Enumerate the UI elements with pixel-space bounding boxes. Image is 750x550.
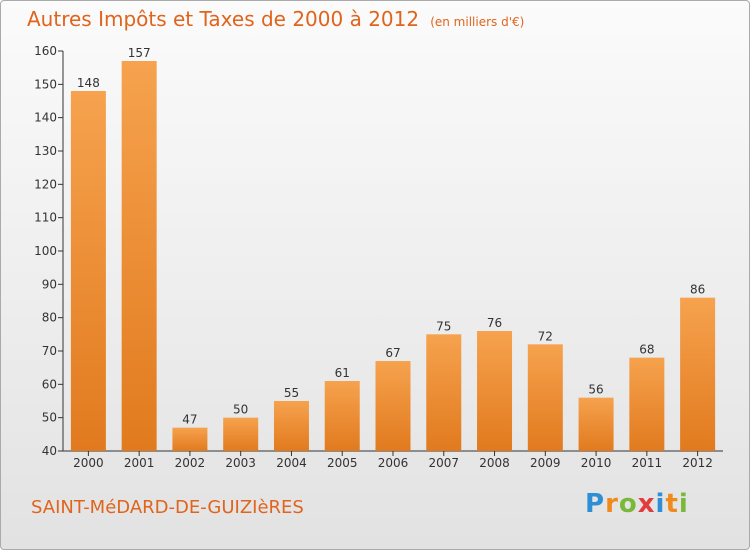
x-tick-label: 2001 — [124, 456, 155, 470]
bar-2003 — [223, 417, 259, 451]
data-label-2012: 86 — [690, 283, 705, 297]
x-tick-label: 2009 — [530, 456, 561, 470]
y-tick-label: 160 — [34, 44, 57, 58]
x-tick-label: 2012 — [682, 456, 713, 470]
data-label-2006: 67 — [385, 346, 400, 360]
x-tick-label: 2006 — [378, 456, 409, 470]
y-tick-label: 120 — [34, 177, 57, 191]
data-label-2004: 55 — [284, 386, 299, 400]
logo-letter: i — [678, 489, 689, 519]
bar-2006 — [375, 361, 411, 451]
data-label-2003: 50 — [233, 403, 248, 417]
commune-name: SAINT-MéDARD-DE-GUIZIèRES — [31, 497, 304, 518]
x-tick-label: 2010 — [581, 456, 612, 470]
bar-2005 — [324, 381, 360, 451]
bar-2011 — [629, 357, 665, 451]
x-tick-label: 2000 — [73, 456, 104, 470]
y-tick-label: 40 — [42, 444, 57, 458]
data-label-2002: 47 — [182, 413, 197, 427]
logo-letter: r — [605, 489, 619, 519]
bar-2008 — [477, 331, 513, 451]
y-tick-label: 50 — [42, 411, 57, 425]
bar-2002 — [172, 427, 208, 451]
bar-2010 — [578, 397, 614, 451]
bar-2001 — [121, 61, 157, 451]
data-label-2008: 76 — [487, 316, 502, 330]
y-tick-label: 130 — [34, 144, 57, 158]
logo-letter: P — [585, 489, 606, 519]
chart-title-text: Autres Impôts et Taxes de 2000 à 2012 — [27, 7, 420, 31]
data-label-2011: 68 — [639, 343, 654, 357]
data-label-2010: 56 — [588, 383, 603, 397]
y-tick-label: 100 — [34, 244, 57, 258]
y-tick-label: 70 — [42, 344, 57, 358]
x-tick-label: 2003 — [225, 456, 256, 470]
proxiti-logo: Proxiti — [585, 489, 689, 519]
y-tick-label: 80 — [42, 311, 57, 325]
y-tick-label: 150 — [34, 77, 57, 91]
y-tick-label: 110 — [34, 211, 57, 225]
y-tick-label: 140 — [34, 111, 57, 125]
y-tick-label: 60 — [42, 377, 57, 391]
data-label-2000: 148 — [77, 76, 100, 90]
x-tick-label: 2002 — [175, 456, 206, 470]
x-tick-label: 2007 — [428, 456, 459, 470]
chart-title: Autres Impôts et Taxes de 2000 à 2012 (e… — [27, 7, 524, 31]
x-tick-label: 2008 — [479, 456, 510, 470]
y-tick-label: 90 — [42, 277, 57, 291]
bar-2009 — [527, 344, 563, 451]
data-label-2009: 72 — [538, 329, 553, 343]
logo-letter: t — [665, 489, 679, 519]
data-label-2007: 75 — [436, 319, 451, 333]
bar-2004 — [273, 401, 309, 451]
bar-2012 — [680, 297, 716, 451]
logo-letter: x — [637, 489, 656, 519]
axes: 40 50 60 70 80 90 100 110 120 130 140 150 160 2000 200… — [34, 44, 723, 470]
bar-2007 — [426, 334, 462, 451]
chart-title-unit: (en milliers d'€) — [430, 15, 525, 29]
x-tick-label: 2004 — [276, 456, 307, 470]
bar-2000 — [70, 91, 106, 451]
data-label-2001: 157 — [128, 46, 151, 60]
bars — [70, 61, 716, 451]
x-tick-label: 2005 — [327, 456, 358, 470]
x-tick-label: 2011 — [632, 456, 663, 470]
data-label-2005: 61 — [335, 366, 350, 380]
logo-letter: i — [655, 489, 666, 519]
data-labels: 148 157 47 50 55 61 67 75 76 72 56 68 86 — [77, 46, 705, 427]
logo-letter: o — [618, 489, 638, 519]
